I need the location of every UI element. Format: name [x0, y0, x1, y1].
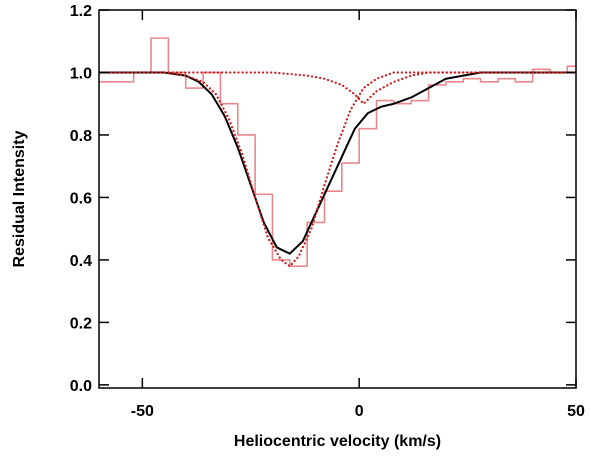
series-3-dotted-line	[99, 71, 576, 268]
x-axis-title: Heliocentric velocity (km/s)	[234, 433, 441, 450]
plot-frame	[98, 9, 577, 389]
y-tick-label: 0.4	[70, 253, 92, 270]
y-axis-title: Residual Intensity	[11, 130, 28, 267]
x-tick-label: -50	[131, 403, 154, 420]
data-layer	[99, 37, 576, 268]
y-tick-label: 0.2	[70, 315, 92, 332]
x-tick-label: 0	[355, 403, 364, 420]
series-1-step-line	[99, 37, 576, 267]
y-tick-label: 0.0	[70, 378, 92, 395]
y-tick-label: 1.0	[70, 65, 92, 82]
x-tick-label: 50	[567, 403, 585, 420]
y-tick-label: 0.6	[70, 190, 92, 207]
series-4-dotted-line	[99, 71, 576, 105]
y-tick-label: 1.2	[70, 3, 92, 20]
tick-layer: -50 0 50 0.0 0.2 0.4 0.6 0.8 1.0 1.2	[70, 3, 585, 420]
y-tick-label: 0.8	[70, 128, 92, 145]
series-2-solid-line	[99, 71, 576, 255]
